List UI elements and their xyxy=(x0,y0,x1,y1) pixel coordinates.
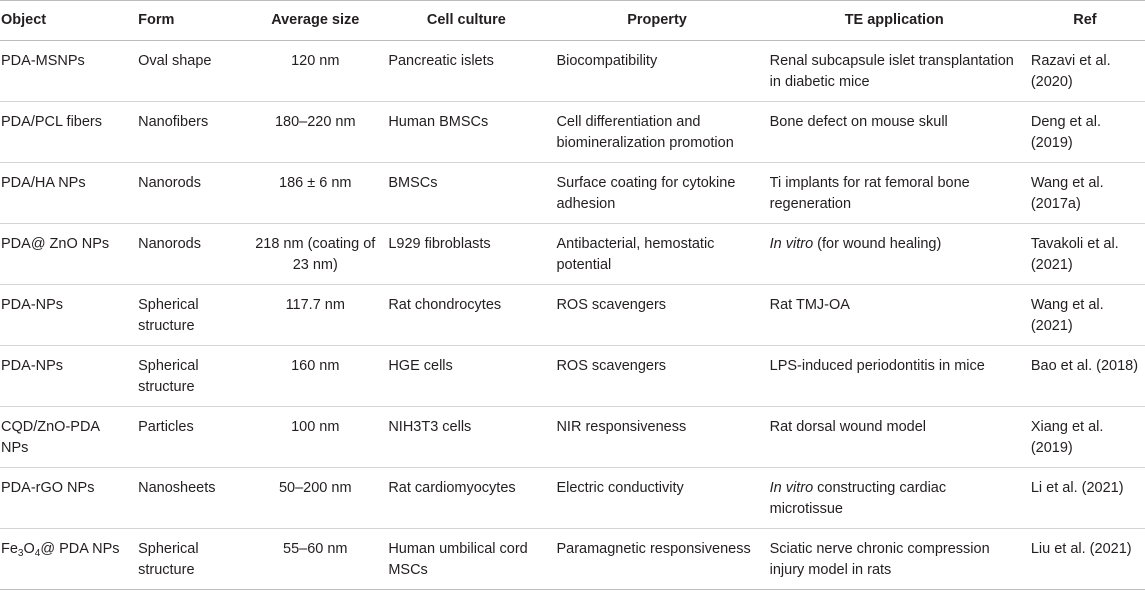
cell-application: Bone defect on mouse skull xyxy=(763,101,1025,163)
cell-culture: BMSCs xyxy=(382,162,551,224)
object-subscript-1: 3 xyxy=(17,548,24,559)
cell-object: PDA-rGO NPs xyxy=(0,467,133,529)
cell-size: 186 ± 6 nm xyxy=(248,162,383,224)
cell-form: Oval shape xyxy=(132,40,249,102)
application-rest: constructing cardiac microtissue xyxy=(769,480,947,517)
cell-form: Spherical structure xyxy=(132,345,249,407)
cell-application: Ti implants for rat femoral bone regener… xyxy=(763,162,1025,224)
cell-size: 120 nm xyxy=(248,40,383,102)
cell-object: PDA-NPs xyxy=(0,284,133,346)
cell-culture: HGE cells xyxy=(382,345,551,407)
header-average-size: Average size xyxy=(248,0,383,41)
application-italic: In vitro xyxy=(769,236,814,252)
header-property: Property xyxy=(550,0,764,41)
cell-property: Electric conductivity xyxy=(550,467,764,529)
cell-application: In vitro constructing cardiac microtissu… xyxy=(763,467,1025,529)
object-part-b: O xyxy=(23,541,35,557)
object-part-a: Fe xyxy=(1,541,18,557)
cell-size: 160 nm xyxy=(248,345,383,407)
header-row: Object Form Average size Cell culture Pr… xyxy=(0,0,1145,41)
cell-property: Paramagnetic responsiveness xyxy=(550,528,764,590)
cell-culture: Pancreatic islets xyxy=(382,40,551,102)
header-cell-culture: Cell culture xyxy=(382,0,551,41)
header-te-application: TE application xyxy=(763,0,1025,41)
cell-object: PDA@ ZnO NPs xyxy=(0,223,133,285)
cell-size: 218 nm (coating of 23 nm) xyxy=(248,223,383,285)
table-row: PDA-NPs Spherical structure 160 nm HGE c… xyxy=(0,345,1145,407)
cell-object: PDA-NPs xyxy=(0,345,133,407)
application-rest: (for wound healing) xyxy=(813,236,942,252)
cell-property: Antibacterial, hemostatic potential xyxy=(550,223,764,285)
cell-object: PDA/PCL fibers xyxy=(0,101,133,163)
cell-ref: Razavi et al. (2020) xyxy=(1024,40,1145,102)
table-row: PDA@ ZnO NPs Nanorods 218 nm (coating of… xyxy=(0,223,1145,285)
table-row: Fe3O4@ PDA NPs Spherical structure 55–60… xyxy=(0,528,1145,590)
header-ref: Ref xyxy=(1024,0,1145,41)
cell-size: 50–200 nm xyxy=(248,467,383,529)
cell-property: ROS scavengers xyxy=(550,345,764,407)
table-row: PDA-rGO NPs Nanosheets 50–200 nm Rat car… xyxy=(0,467,1145,529)
cell-form: Nanorods xyxy=(132,162,249,224)
cell-form: Spherical structure xyxy=(132,284,249,346)
cell-application: In vitro (for wound healing) xyxy=(763,223,1025,285)
cell-application: Sciatic nerve chronic compression injury… xyxy=(763,528,1025,590)
cell-size: 180–220 nm xyxy=(248,101,383,163)
cell-ref: Wang et al. (2021) xyxy=(1024,284,1145,346)
cell-form: Nanorods xyxy=(132,223,249,285)
cell-application: LPS-induced periodontitis in mice xyxy=(763,345,1025,407)
cell-ref: Li et al. (2021) xyxy=(1024,467,1145,529)
cell-application: Rat TMJ-OA xyxy=(763,284,1025,346)
cell-size: 117.7 nm xyxy=(248,284,383,346)
cell-object: PDA/HA NPs xyxy=(0,162,133,224)
cell-ref: Tavakoli et al. (2021) xyxy=(1024,223,1145,285)
object-subscript-2: 4 xyxy=(34,548,41,559)
cell-ref: Xiang et al. (2019) xyxy=(1024,406,1145,468)
cell-culture: L929 fibroblasts xyxy=(382,223,551,285)
cell-ref: Liu et al. (2021) xyxy=(1024,528,1145,590)
cell-size: 100 nm xyxy=(248,406,383,468)
cell-culture: Human BMSCs xyxy=(382,101,551,163)
cell-application: Rat dorsal wound model xyxy=(763,406,1025,468)
cell-culture: Human umbilical cord MSCs xyxy=(382,528,551,590)
cell-ref: Bao et al. (2018) xyxy=(1024,345,1145,407)
object-part-c: @ PDA NPs xyxy=(40,541,120,557)
cell-form: Nanosheets xyxy=(132,467,249,529)
table-row: CQD/ZnO-PDA NPs Particles 100 nm NIH3T3 … xyxy=(0,406,1145,468)
table-row: PDA/HA NPs Nanorods 186 ± 6 nm BMSCs Sur… xyxy=(0,162,1145,224)
cell-form: Nanofibers xyxy=(132,101,249,163)
cell-object: Fe3O4@ PDA NPs xyxy=(0,528,133,590)
cell-application: Renal subcapsule islet transplantation i… xyxy=(763,40,1025,102)
cell-culture: NIH3T3 cells xyxy=(382,406,551,468)
cell-object: CQD/ZnO-PDA NPs xyxy=(0,406,133,468)
cell-property: Biocompatibility xyxy=(550,40,764,102)
header-form: Form xyxy=(132,0,249,41)
cell-property: NIR responsiveness xyxy=(550,406,764,468)
header-object: Object xyxy=(0,0,133,41)
cell-size: 55–60 nm xyxy=(248,528,383,590)
table-row: PDA-NPs Spherical structure 117.7 nm Rat… xyxy=(0,284,1145,346)
cell-ref: Wang et al. (2017a) xyxy=(1024,162,1145,224)
cell-culture: Rat cardiomyocytes xyxy=(382,467,551,529)
cell-property: Cell differentiation and biomineralizati… xyxy=(550,101,764,163)
cell-form: Particles xyxy=(132,406,249,468)
cell-object: PDA-MSNPs xyxy=(0,40,133,102)
table-row: PDA-MSNPs Oval shape 120 nm Pancreatic i… xyxy=(0,40,1145,102)
cell-property: Surface coating for cytokine adhesion xyxy=(550,162,764,224)
cell-ref: Deng et al. (2019) xyxy=(1024,101,1145,163)
cell-property: ROS scavengers xyxy=(550,284,764,346)
cell-culture: Rat chondrocytes xyxy=(382,284,551,346)
table-row: PDA/PCL fibers Nanofibers 180–220 nm Hum… xyxy=(0,101,1145,163)
application-italic: In vitro xyxy=(769,480,814,496)
cell-form: Spherical structure xyxy=(132,528,249,590)
